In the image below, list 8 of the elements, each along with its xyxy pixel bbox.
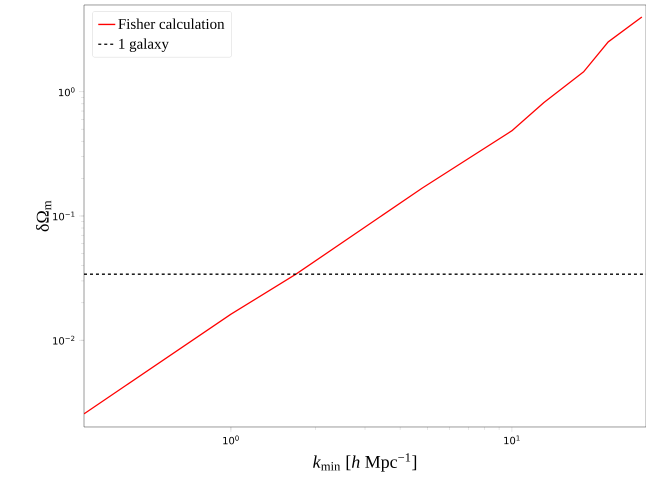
y-axis-title: δΩ$_{m}$ [36, 200, 52, 232]
legend-label: Fisher calculation [118, 18, 224, 29]
y-tick-label: 10$^{−1}$ [53, 212, 74, 220]
x-axis-title: k$_{min}$ [h Mpc$^{−1}$] [313, 453, 416, 472]
y-tick-label: 10$^{−2}$ [53, 336, 74, 345]
y-tick-label: 10$^{0}$ [58, 87, 75, 96]
legend-label: 1 galaxy [119, 38, 169, 52]
x-tick-label: 10$^{1}$ [504, 435, 520, 444]
